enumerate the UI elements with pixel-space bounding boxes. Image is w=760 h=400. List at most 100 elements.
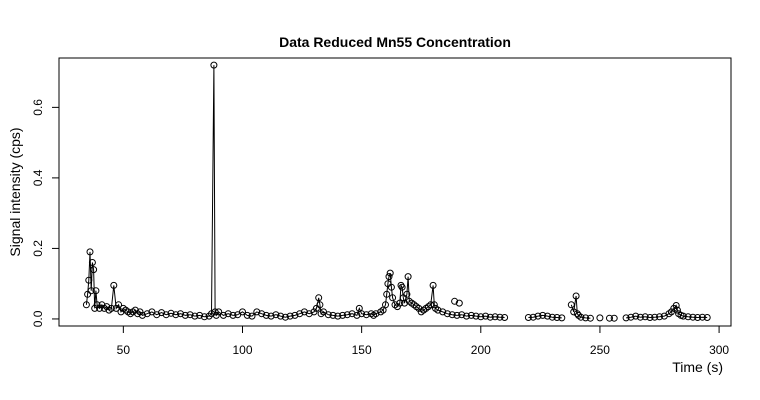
data-point (84, 290, 92, 298)
data-point (448, 311, 456, 319)
data-point (90, 266, 98, 274)
data-point (138, 311, 146, 319)
data-point (162, 311, 170, 319)
data-point (112, 304, 120, 312)
data-point (404, 273, 412, 281)
x-axis-label: Time (s) (672, 359, 723, 375)
data-point (291, 311, 299, 319)
data-point (329, 311, 337, 319)
data-point (467, 311, 475, 319)
data-point (529, 313, 537, 321)
y-axis-label: Signal intensity (cps) (7, 127, 23, 256)
data-point (596, 314, 604, 322)
y-tick-label: 0.4 (31, 169, 45, 186)
data-points (82, 61, 711, 322)
data-point (386, 269, 394, 277)
data-point (115, 301, 123, 309)
data-point (372, 310, 380, 318)
data-point (673, 306, 681, 314)
data-point (181, 311, 189, 319)
data-point (486, 313, 494, 321)
data-point (524, 314, 532, 321)
data-point (632, 312, 640, 320)
data-point (453, 311, 461, 319)
series-line (626, 304, 708, 319)
data-point (399, 294, 407, 302)
x-tick-label: 50 (117, 343, 131, 357)
data-point (651, 313, 659, 321)
data-point (296, 310, 304, 318)
data-point (87, 287, 95, 295)
data-point (334, 312, 342, 320)
data-point (577, 313, 585, 321)
data-point (88, 259, 96, 266)
data-point (384, 280, 392, 288)
data-point (672, 302, 680, 309)
data-point (143, 310, 151, 318)
data-point (656, 313, 663, 321)
plot-frame (58, 57, 732, 327)
data-point (300, 308, 308, 316)
series-line (528, 314, 562, 319)
data-point (93, 301, 101, 309)
data-point (410, 301, 418, 309)
data-point (501, 314, 509, 321)
series-line (85, 65, 505, 318)
data-point (110, 281, 118, 289)
data-point (253, 308, 261, 316)
y-tick-label: 0.6 (31, 99, 45, 116)
data-point (679, 312, 687, 320)
data-point (85, 276, 93, 284)
data-point (397, 281, 405, 289)
data-point (205, 312, 213, 320)
data-point (684, 313, 692, 321)
data-point (339, 311, 347, 319)
data-point (439, 308, 447, 316)
data-point (622, 314, 630, 322)
data-point (582, 314, 590, 322)
data-point (348, 310, 356, 318)
chart-title: Data Reduced Mn55 Concentration (279, 34, 511, 50)
data-point (92, 287, 100, 295)
data-point (91, 304, 99, 312)
data-point (305, 310, 313, 318)
data-point (86, 248, 94, 256)
data-point (191, 312, 199, 320)
data-point (403, 290, 411, 298)
data-point (277, 312, 285, 320)
data-point (458, 311, 466, 319)
data-point (107, 304, 115, 312)
data-point (627, 313, 635, 321)
data-point (262, 311, 270, 319)
data-point (324, 311, 332, 319)
data-point (606, 314, 613, 322)
data-point (415, 304, 423, 312)
data-point (167, 309, 175, 317)
data-point (229, 311, 237, 319)
data-point (463, 312, 470, 320)
data-point (641, 313, 649, 321)
data-point (455, 299, 463, 307)
data-point (496, 313, 504, 321)
data-point (272, 311, 280, 319)
data-point (567, 301, 575, 309)
data-point (343, 311, 351, 319)
data-point (315, 294, 323, 302)
data-point (196, 311, 204, 319)
y-tick-label: 0.2 (31, 240, 45, 257)
y-axis: 0.0 0.2 0.4 0.6 (31, 99, 60, 327)
data-point (248, 312, 256, 320)
data-point (694, 314, 702, 321)
data-point (553, 314, 561, 321)
data-point (316, 301, 324, 309)
data-point (382, 301, 389, 309)
data-point (215, 308, 223, 316)
data-lines (85, 65, 708, 319)
data-point (385, 273, 393, 281)
data-point (434, 306, 442, 314)
data-point (219, 311, 227, 319)
data-point (703, 314, 711, 321)
data-point (103, 303, 111, 311)
data-point (389, 294, 397, 302)
data-point (224, 310, 232, 318)
